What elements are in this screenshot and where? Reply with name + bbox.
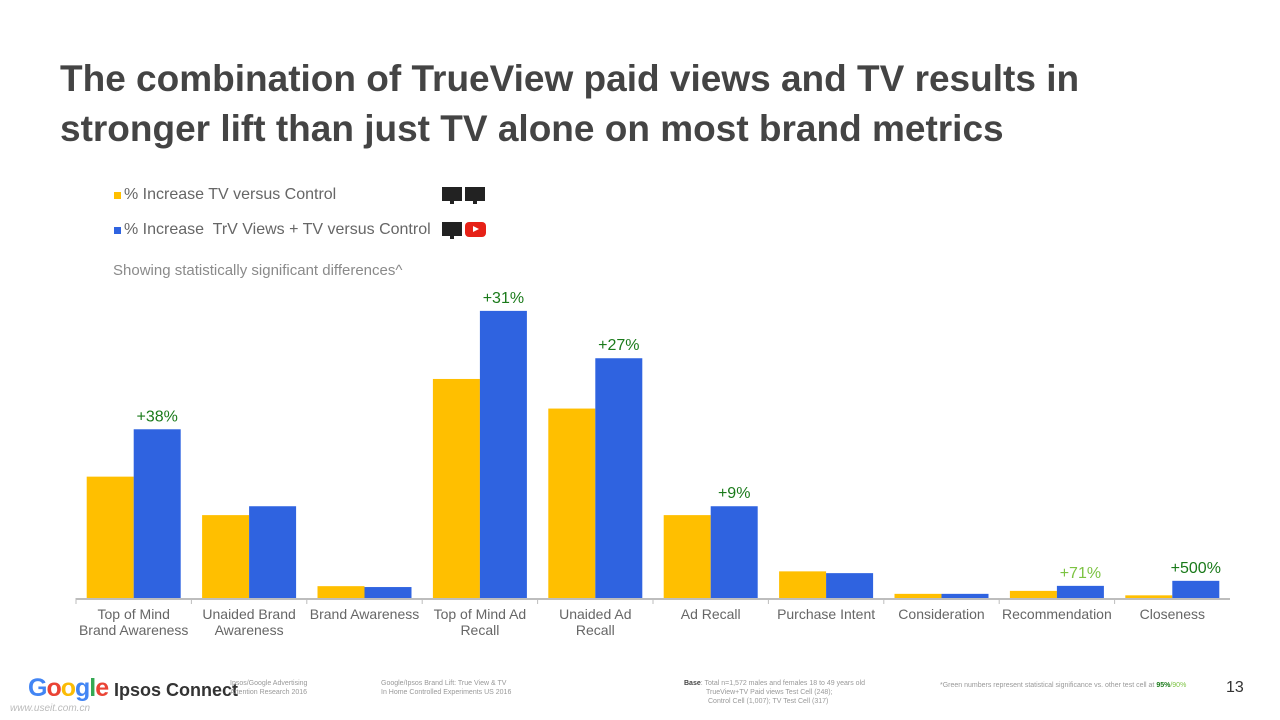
bar-trv (249, 506, 297, 598)
bar-trv (710, 506, 758, 598)
bar-trv (364, 587, 412, 598)
tv-icon (442, 187, 462, 204)
legend-swatch-trv (114, 226, 121, 234)
bar-trv (479, 310, 527, 598)
data-label: +500% (1171, 560, 1221, 577)
page-title: The combination of TrueView paid views a… (60, 58, 1080, 149)
base-note: Base: Total n=1,572 males and females 18… (684, 680, 866, 705)
bar-trv (1172, 580, 1220, 598)
x-tick-label: Unaided Ad Recall (559, 606, 631, 638)
bar-tv (548, 408, 596, 598)
tv-icon (442, 222, 462, 239)
bar-tv (317, 586, 365, 598)
source-note-2: Google/Ipsos Brand Lift: True View & TV I… (381, 680, 512, 696)
x-tick-label: Consideration (898, 606, 984, 622)
bar-trv (1056, 585, 1104, 598)
data-label: +9% (718, 485, 750, 502)
legend-label-trv: % Increase TrV Views + TV versus Control (124, 221, 431, 238)
source-note-1: Ipsos/Google Advertising Attention Resear… (230, 680, 308, 696)
legend-icons-tv (442, 187, 485, 204)
bar-tv (894, 593, 942, 598)
data-label: +38% (137, 408, 178, 425)
tv-icon (465, 187, 485, 204)
watermark: www.useit.com.cn (10, 703, 91, 714)
x-tick-label: Brand Awareness (310, 606, 419, 622)
bar-tv (86, 476, 134, 598)
x-tick-label: Purchase Intent (777, 606, 875, 622)
bar-tv (1009, 590, 1057, 598)
bar-tv (1125, 595, 1173, 598)
x-tick-label: Unaided Brand Awareness (202, 606, 295, 638)
bar-trv (826, 573, 874, 598)
x-tick-label: Ad Recall (681, 606, 741, 622)
page-number: 13 (1226, 679, 1244, 696)
significance-note: *Green numbers represent statistical sig… (940, 682, 1187, 689)
x-tick-label: Closeness (1140, 606, 1205, 622)
bar-trv (595, 358, 643, 598)
bar-trv (133, 429, 181, 598)
bar-tv (432, 378, 480, 598)
legend-item-trv: % Increase TrV Views + TV versus Control (114, 220, 431, 240)
legend-label-tv: % Increase TV versus Control (124, 186, 337, 203)
x-tick-label: Top of Mind Ad Recall (434, 606, 527, 638)
bar-tv (202, 515, 250, 598)
bar-tv (779, 571, 827, 598)
data-label: +27% (598, 337, 639, 354)
legend-icons-trv (442, 222, 486, 239)
bar-tv (663, 515, 711, 598)
data-label: +71% (1060, 565, 1101, 582)
ipsos-connect-logo: Ipsos Connect (114, 680, 239, 700)
bar-chart: Top of Mind Brand Awareness Unaided Brand A… (75, 290, 1230, 638)
x-tick-label: Recommendation (1002, 606, 1112, 622)
data-label: +31% (483, 290, 524, 307)
chart-subtitle: Showing statistically significant differ… (113, 262, 403, 279)
google-logo: Google (28, 674, 109, 702)
legend-swatch-tv (114, 191, 121, 199)
bar-trv (941, 593, 989, 598)
youtube-icon (465, 222, 486, 237)
legend-item-tv: % Increase TV versus Control (114, 185, 336, 205)
x-tick-label: Top of Mind Brand Awareness (79, 606, 188, 638)
